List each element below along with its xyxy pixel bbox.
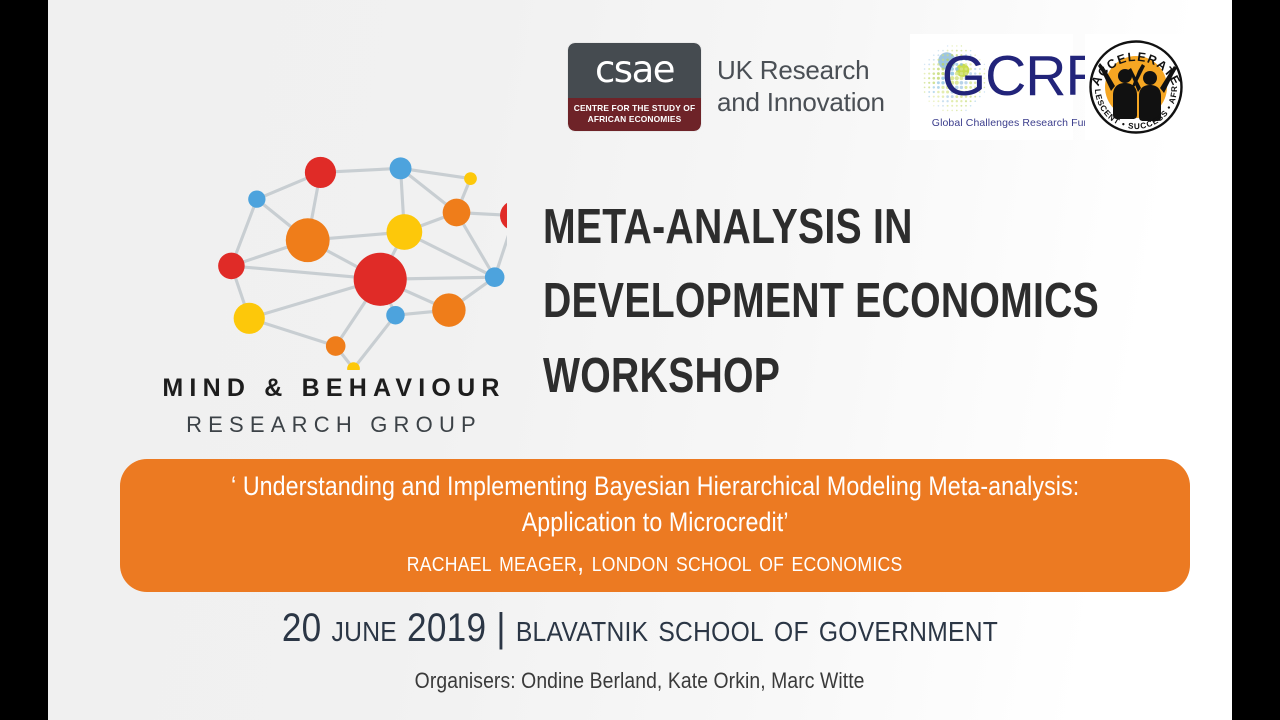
ukri-logo: UK Research and Innovation [717,55,885,119]
network-node [484,267,505,288]
gcrf-globe-icon [917,43,990,115]
network-node [389,157,412,180]
network-node [285,218,330,263]
letterbox-left [0,0,48,720]
date-and-venue-text: 20 June 2019 | Blavatnik School of Gover… [281,606,999,650]
accelerate-logo: ACCELERATE ADOLESCENT • SUCCESS • AFRICA [1084,34,1187,140]
network-node [325,336,346,356]
organisers-text: Organisers: Ondine Berland, Kate Orkin, … [415,668,865,693]
network-node [218,252,245,280]
letterbox-right [1232,0,1280,720]
title-line-3: WORKSHOP [543,348,781,403]
gcrf-acronym: GCRF [941,44,1100,108]
network-node [353,252,407,306]
page-title: META-ANALYSIS IN DEVELOPMENT ECONOMICS W… [543,190,1203,413]
organisers-line: Organisers: Ondine Berland, Kate Orkin, … [48,668,1232,694]
network-node [304,156,337,189]
mind-behaviour-logo: MIND & BEHAVIOUR RESEARCH GROUP [155,145,507,450]
csae-wordmark-block: csae [568,43,701,98]
network-node [248,190,266,208]
talk-speaker: Rachael Meager, London School of Economi… [407,546,903,578]
talk-title-line-2: Application to Microcredit’ [521,507,789,538]
network-node [500,202,507,229]
csae-subtitle-line1: CENTRE FOR THE STUDY OF [573,102,696,113]
gcrf-logo: GCRF Global Challenges Research Fund [909,34,1100,140]
network-node [442,198,471,227]
talk-title-line-1: ‘ Understanding and Implementing Bayesia… [230,471,1080,502]
title-line-2: DEVELOPMENT ECONOMICS [543,274,1100,329]
title-line-1: META-ANALYSIS IN [543,200,913,254]
talk-title: ‘ Understanding and Implementing Bayesia… [231,469,1079,541]
network-node [347,362,360,370]
talk-banner: ‘ Understanding and Implementing Bayesia… [120,459,1190,592]
csae-logo: csae CENTRE FOR THE STUDY OF AFRICAN ECO… [568,43,701,131]
mind-behaviour-wordmark: MIND & BEHAVIOUR RESEARCH GROUP [155,373,507,439]
gcrf-tagline: Global Challenges Research Fund [931,117,1096,129]
sponsor-logo-strip: csae CENTRE FOR THE STUDY OF AFRICAN ECO… [568,34,1194,140]
ukri-line1: UK Research [717,55,870,86]
presentation-slide: csae CENTRE FOR THE STUDY OF AFRICAN ECO… [48,0,1232,720]
network-node [233,302,265,334]
network-node [432,293,466,327]
network-node [464,172,477,185]
date-and-venue: 20 June 2019 | Blavatnik School of Gover… [48,604,1232,652]
csae-subtitle-block: CENTRE FOR THE STUDY OF AFRICAN ECONOMIE… [568,98,701,131]
network-node [386,214,423,250]
ukri-line2: and Innovation [717,87,885,117]
brain-network-icon [218,156,507,370]
mb-line-2: RESEARCH GROUP [186,412,482,438]
mb-line-1: MIND & BEHAVIOUR [162,374,506,402]
csae-subtitle-line2: AFRICAN ECONOMIES [587,113,682,124]
network-node [386,305,405,325]
csae-wordmark: csae [594,48,676,91]
